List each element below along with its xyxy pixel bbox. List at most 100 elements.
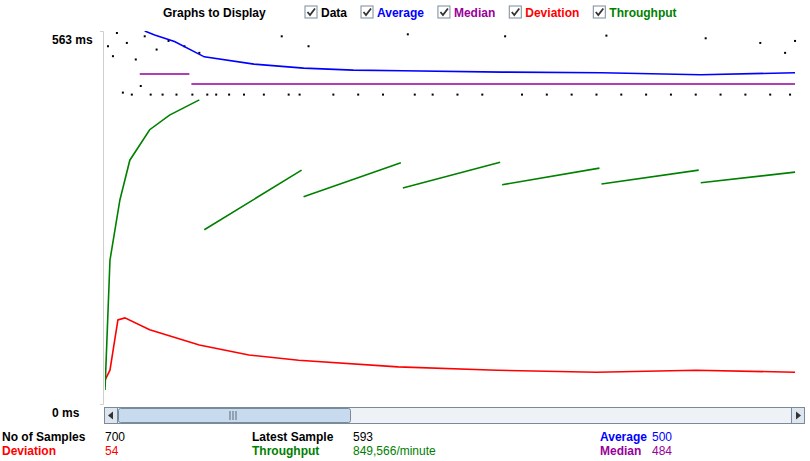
stat-value: 54 xyxy=(105,444,119,458)
data-point xyxy=(705,37,707,39)
data-point xyxy=(332,94,334,96)
data-point xyxy=(645,94,647,96)
checkbox[interactable] xyxy=(305,6,317,18)
data-point xyxy=(191,94,193,96)
data-point xyxy=(605,35,607,37)
stat-value: 500 xyxy=(652,430,672,444)
data-point xyxy=(784,52,786,54)
checkmark xyxy=(440,9,448,16)
data-point xyxy=(131,94,133,96)
series-line xyxy=(105,318,795,380)
checkbox[interactable] xyxy=(438,6,450,18)
checkmark xyxy=(512,9,520,16)
data-point xyxy=(414,94,416,96)
data-point xyxy=(794,40,796,42)
checkbox[interactable] xyxy=(361,6,373,18)
data-point xyxy=(595,94,597,96)
data-point xyxy=(281,35,283,37)
legend-label: Data xyxy=(321,6,347,20)
header: Graphs to Display Data Average Median Deviat… xyxy=(163,6,677,20)
series-line xyxy=(140,74,795,84)
data-point xyxy=(215,94,217,96)
data-point xyxy=(571,94,573,96)
title: Graphs to Display xyxy=(163,6,266,20)
checkbox[interactable] xyxy=(593,6,605,18)
data-point xyxy=(263,94,265,96)
tick-mark xyxy=(100,404,103,405)
data-point xyxy=(695,94,697,96)
data-point xyxy=(206,94,208,96)
stat-value: 484 xyxy=(652,444,672,458)
scatter-series xyxy=(107,32,796,96)
scroll-track[interactable] xyxy=(105,408,805,424)
legend-label: Median xyxy=(454,6,495,20)
tick: 563 ms xyxy=(52,32,103,48)
data-point xyxy=(456,94,458,96)
data-point xyxy=(789,94,791,96)
stat-label: Latest Sample xyxy=(252,430,334,444)
legend-item[interactable]: Throughput xyxy=(593,6,676,20)
data-point xyxy=(521,94,523,96)
scroll-left[interactable] xyxy=(105,408,118,424)
scroll-right[interactable] xyxy=(792,408,805,424)
data-point xyxy=(504,35,506,37)
data-point xyxy=(308,45,310,47)
checkmark xyxy=(596,9,604,16)
series-line xyxy=(105,100,795,390)
checkmark xyxy=(308,9,316,16)
legend-item[interactable]: Data xyxy=(305,6,347,20)
data-point xyxy=(228,94,230,96)
data-point xyxy=(175,94,177,96)
data-point xyxy=(107,45,109,47)
legend-label: Average xyxy=(377,6,424,20)
data-point xyxy=(156,49,158,51)
data-point xyxy=(144,35,146,37)
stats: No of Samples 700 Latest Sample 593 Average 5… xyxy=(2,430,672,458)
data-point xyxy=(670,94,672,96)
data-point xyxy=(407,33,409,35)
stat-label: Throughput xyxy=(252,444,319,458)
legend-item[interactable]: Median xyxy=(438,6,495,20)
stat-value: 700 xyxy=(105,430,125,444)
data-point xyxy=(382,94,384,96)
y-axis: 0 ms 563 ms xyxy=(52,32,104,421)
data-point xyxy=(126,42,128,44)
grip xyxy=(230,411,231,420)
data-point xyxy=(162,94,164,96)
data-point xyxy=(112,55,114,57)
data-point xyxy=(357,94,359,96)
data-point xyxy=(288,94,290,96)
stat-value: 593 xyxy=(353,430,373,444)
stat-label: Deviation xyxy=(2,444,56,458)
data-point xyxy=(720,94,722,96)
tick-label: 0 ms xyxy=(52,406,80,420)
tick-label: 563 ms xyxy=(52,33,93,47)
data-point xyxy=(150,94,152,96)
stat-value: 849,566/minute xyxy=(353,444,436,458)
scroll-thumb[interactable] xyxy=(119,409,351,423)
data-point xyxy=(481,94,483,96)
grip xyxy=(233,411,234,420)
chart-root: Graphs to Display Data Average Median Deviat… xyxy=(0,0,810,461)
checkbox[interactable] xyxy=(509,6,521,18)
checkmark xyxy=(364,9,372,16)
legend-item[interactable]: Average xyxy=(361,6,424,20)
grip xyxy=(236,411,237,420)
stat-label: No of Samples xyxy=(2,430,86,444)
data-point xyxy=(546,94,548,96)
arrow-icon xyxy=(796,412,801,420)
data-point xyxy=(432,94,434,96)
stat-label: Average xyxy=(600,430,647,444)
tick: 0 ms xyxy=(52,405,103,421)
background xyxy=(0,0,810,461)
axis-line xyxy=(100,32,104,405)
legend-item[interactable]: Deviation xyxy=(509,6,579,20)
data-point xyxy=(769,94,771,96)
plot-area xyxy=(105,31,796,390)
legend-label: Deviation xyxy=(525,6,579,20)
data-point xyxy=(135,58,137,60)
data-point xyxy=(759,42,761,44)
legend-label: Throughput xyxy=(609,6,676,20)
data-point xyxy=(243,94,245,96)
scrollbar[interactable] xyxy=(105,408,805,424)
